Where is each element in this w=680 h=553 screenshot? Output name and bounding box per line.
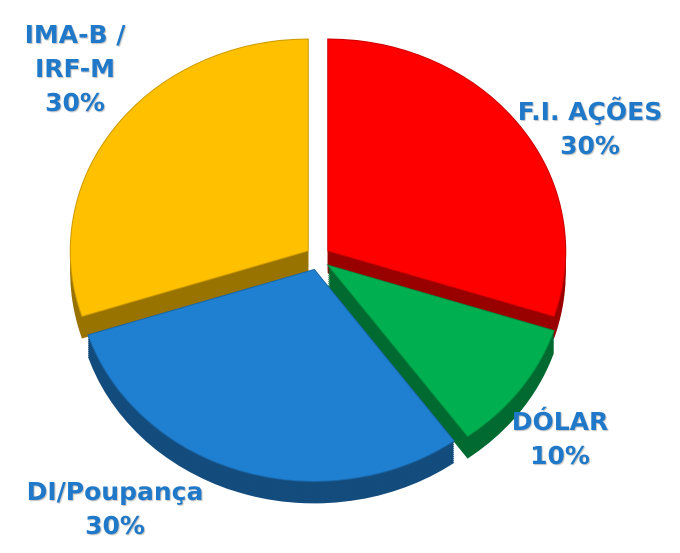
slice xyxy=(326,264,555,438)
data-label: IMA-B / IRF-M 30% xyxy=(5,18,145,120)
category-label: IMA-B / IRF-M xyxy=(24,20,126,83)
value-label: 10% xyxy=(530,441,590,470)
category-label: DÓLAR xyxy=(511,407,609,436)
data-label: DI/Poupança 30% xyxy=(5,475,225,543)
value-label: 30% xyxy=(85,511,145,540)
data-label: DÓLAR 10% xyxy=(490,405,630,473)
value-label: 30% xyxy=(45,88,105,117)
slice xyxy=(87,268,455,482)
value-label: 30% xyxy=(560,131,620,160)
slice xyxy=(327,38,567,318)
data-label: F.I. AÇÕES 30% xyxy=(510,95,670,163)
category-label: F.I. AÇÕES xyxy=(517,97,663,126)
category-label: DI/Poupança xyxy=(26,477,204,506)
slice xyxy=(69,38,309,318)
